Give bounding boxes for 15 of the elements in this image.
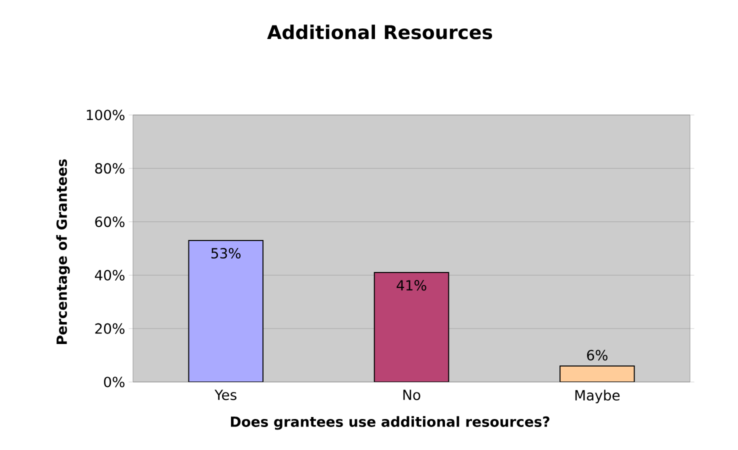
y-tick-label: 100% [86, 110, 124, 120]
data-label: 41% [396, 280, 426, 291]
y-tick-label: 40% [94, 270, 124, 280]
chart-title: Additional Resources [267, 24, 492, 40]
x-tick-label: Maybe [575, 390, 620, 404]
data-label: 6% [587, 350, 608, 360]
x-tick-label: Yes [214, 390, 236, 400]
y-tick-label: 80% [95, 163, 124, 174]
y-tick-label: 20% [95, 323, 124, 334]
y-tick-label: 0% [104, 376, 124, 388]
y-axis-title: Percentage of Grantees [56, 159, 70, 344]
y-tick-label: 60% [95, 216, 124, 228]
x-axis-title: Does grantees use additional resources? [230, 416, 550, 430]
x-tick-label: No [403, 390, 420, 400]
data-label: 53% [211, 248, 241, 259]
